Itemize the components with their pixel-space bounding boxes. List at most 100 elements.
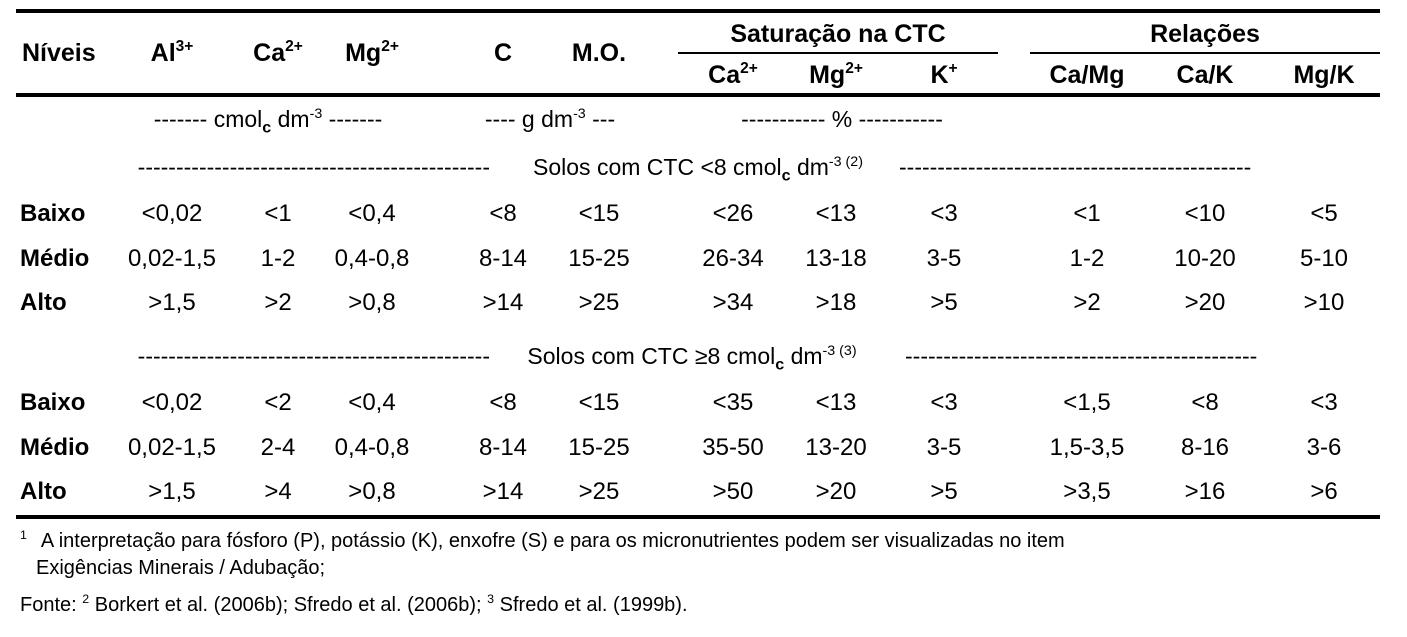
cell-sat-ca: 26-34 (702, 245, 764, 272)
cell-c: >14 (482, 478, 524, 505)
cell-camg: 1-2 (1069, 245, 1105, 272)
cell-al: <0,02 (141, 200, 203, 227)
header-sat-mg: Mg2+ (809, 59, 863, 89)
header-c: C (493, 39, 513, 67)
cell-sat-mg: >20 (815, 478, 857, 505)
level-medio: Médio (20, 245, 90, 272)
cell-sat-k: 3-5 (926, 245, 962, 272)
header-niveis: Níveis (22, 39, 96, 67)
cell-sat-k: >5 (930, 289, 958, 316)
cell-camg: >2 (1073, 289, 1101, 316)
cell-cak: >20 (1184, 289, 1226, 316)
cell-mgk: <5 (1310, 200, 1338, 227)
cell-ca: 1-2 (260, 245, 296, 272)
cell-ca: >2 (264, 289, 292, 316)
level-medio: Médio (20, 434, 90, 461)
cell-sat-mg: 13-20 (805, 434, 867, 461)
cell-mg: >0,8 (348, 289, 396, 316)
cell-c: 8-14 (478, 245, 528, 272)
cell-al: >1,5 (148, 289, 196, 316)
cell-sat-ca: >50 (712, 478, 754, 505)
cell-c: 8-14 (478, 434, 528, 461)
cell-sat-k: <3 (930, 200, 958, 227)
level-baixo: Baixo (20, 389, 86, 416)
header-sat-k: K+ (930, 59, 958, 89)
header-saturacao: Saturação na CTC (730, 20, 946, 48)
header-mg: Mg2+ (345, 37, 399, 67)
header-mgk: Mg/K (1293, 61, 1355, 89)
cell-sat-ca: 35-50 (702, 434, 764, 461)
cell-sat-k: >5 (930, 478, 958, 505)
cell-al: 0,02-1,5 (127, 245, 217, 272)
level-baixo: Baixo (20, 200, 86, 227)
unit-percent: ----------- % ----------- (741, 106, 943, 132)
relacoes-underline (1030, 52, 1380, 54)
section1-right-dashes: ----------------------------------------… (899, 154, 1252, 180)
cell-mg: <0,4 (348, 389, 396, 416)
cell-ca: >4 (264, 478, 292, 505)
cell-al: <0,02 (141, 389, 203, 416)
cell-cak: 8-16 (1180, 434, 1230, 461)
section1-title: Solos com CTC <8 cmolc dm-3 (2) (533, 153, 863, 185)
cell-mgk: >10 (1303, 289, 1345, 316)
level-alto: Alto (20, 289, 67, 316)
cell-mo: 15-25 (568, 434, 630, 461)
section1-left-dashes: ----------------------------------------… (137, 154, 490, 180)
table-bottom-rule (16, 515, 1380, 519)
cell-sat-mg: <13 (815, 389, 857, 416)
header-cak: Ca/K (1176, 61, 1234, 89)
cell-mgk: 3-6 (1306, 434, 1342, 461)
cell-sat-ca: <35 (712, 389, 754, 416)
cell-al: >1,5 (148, 478, 196, 505)
cell-camg: 1,5-3,5 (1049, 434, 1125, 461)
cell-camg: >3,5 (1063, 478, 1111, 505)
header-camg: Ca/Mg (1049, 61, 1125, 89)
cell-c: <8 (489, 200, 517, 227)
cell-sat-ca: <26 (712, 200, 754, 227)
cell-c: >14 (482, 289, 524, 316)
cell-sat-mg: <13 (815, 200, 857, 227)
header-relacoes: Relações (1150, 20, 1260, 48)
cell-mgk: 5-10 (1299, 245, 1349, 272)
cell-mo: 15-25 (568, 245, 630, 272)
footnote-fonte: Fonte: 2 Borkert et al. (2006b); Sfredo … (20, 591, 688, 616)
top-rule (16, 9, 1380, 13)
cell-sat-k: <3 (930, 389, 958, 416)
cell-sat-ca: >34 (712, 289, 754, 316)
cell-mg: 0,4-0,8 (334, 245, 410, 272)
header-al: Al3+ (150, 37, 194, 67)
unit-cmol: ------- cmolc dm-3 ------- (153, 105, 383, 137)
cell-cak: <8 (1191, 389, 1219, 416)
cell-ca: <1 (264, 200, 292, 227)
header-bottom-rule (16, 93, 1380, 97)
cell-al: 0,02-1,5 (127, 434, 217, 461)
cell-mgk: >6 (1310, 478, 1338, 505)
cell-ca: <2 (264, 389, 292, 416)
cell-sat-k: 3-5 (926, 434, 962, 461)
section2-left-dashes: ----------------------------------------… (137, 343, 490, 369)
header-ca: Ca2+ (253, 37, 303, 67)
footnote-1-line-2: Exigências Minerais / Adubação; (36, 557, 326, 579)
cell-mg: <0,4 (348, 200, 396, 227)
cell-mg: 0,4-0,8 (334, 434, 410, 461)
cell-cak: >16 (1184, 478, 1226, 505)
cell-mgk: <3 (1310, 389, 1338, 416)
cell-camg: <1 (1073, 200, 1101, 227)
cell-mo: >25 (578, 478, 620, 505)
cell-ca: 2-4 (260, 434, 296, 461)
cell-cak: <10 (1184, 200, 1226, 227)
cell-mo: <15 (578, 200, 620, 227)
cell-mo: <15 (578, 389, 620, 416)
section2-title: Solos com CTC ≥8 cmolc dm-3 (3) (527, 342, 857, 374)
cell-sat-mg: 13-18 (805, 245, 867, 272)
cell-mo: >25 (578, 289, 620, 316)
level-alto: Alto (20, 478, 67, 505)
cell-c: <8 (489, 389, 517, 416)
cell-camg: <1,5 (1063, 389, 1111, 416)
header-mo: M.O. (571, 39, 627, 67)
cell-mg: >0,8 (348, 478, 396, 505)
header-sat-ca: Ca2+ (708, 59, 758, 89)
section2-right-dashes: ----------------------------------------… (905, 343, 1258, 369)
unit-g: ---- g dm-3 --- (484, 105, 616, 132)
